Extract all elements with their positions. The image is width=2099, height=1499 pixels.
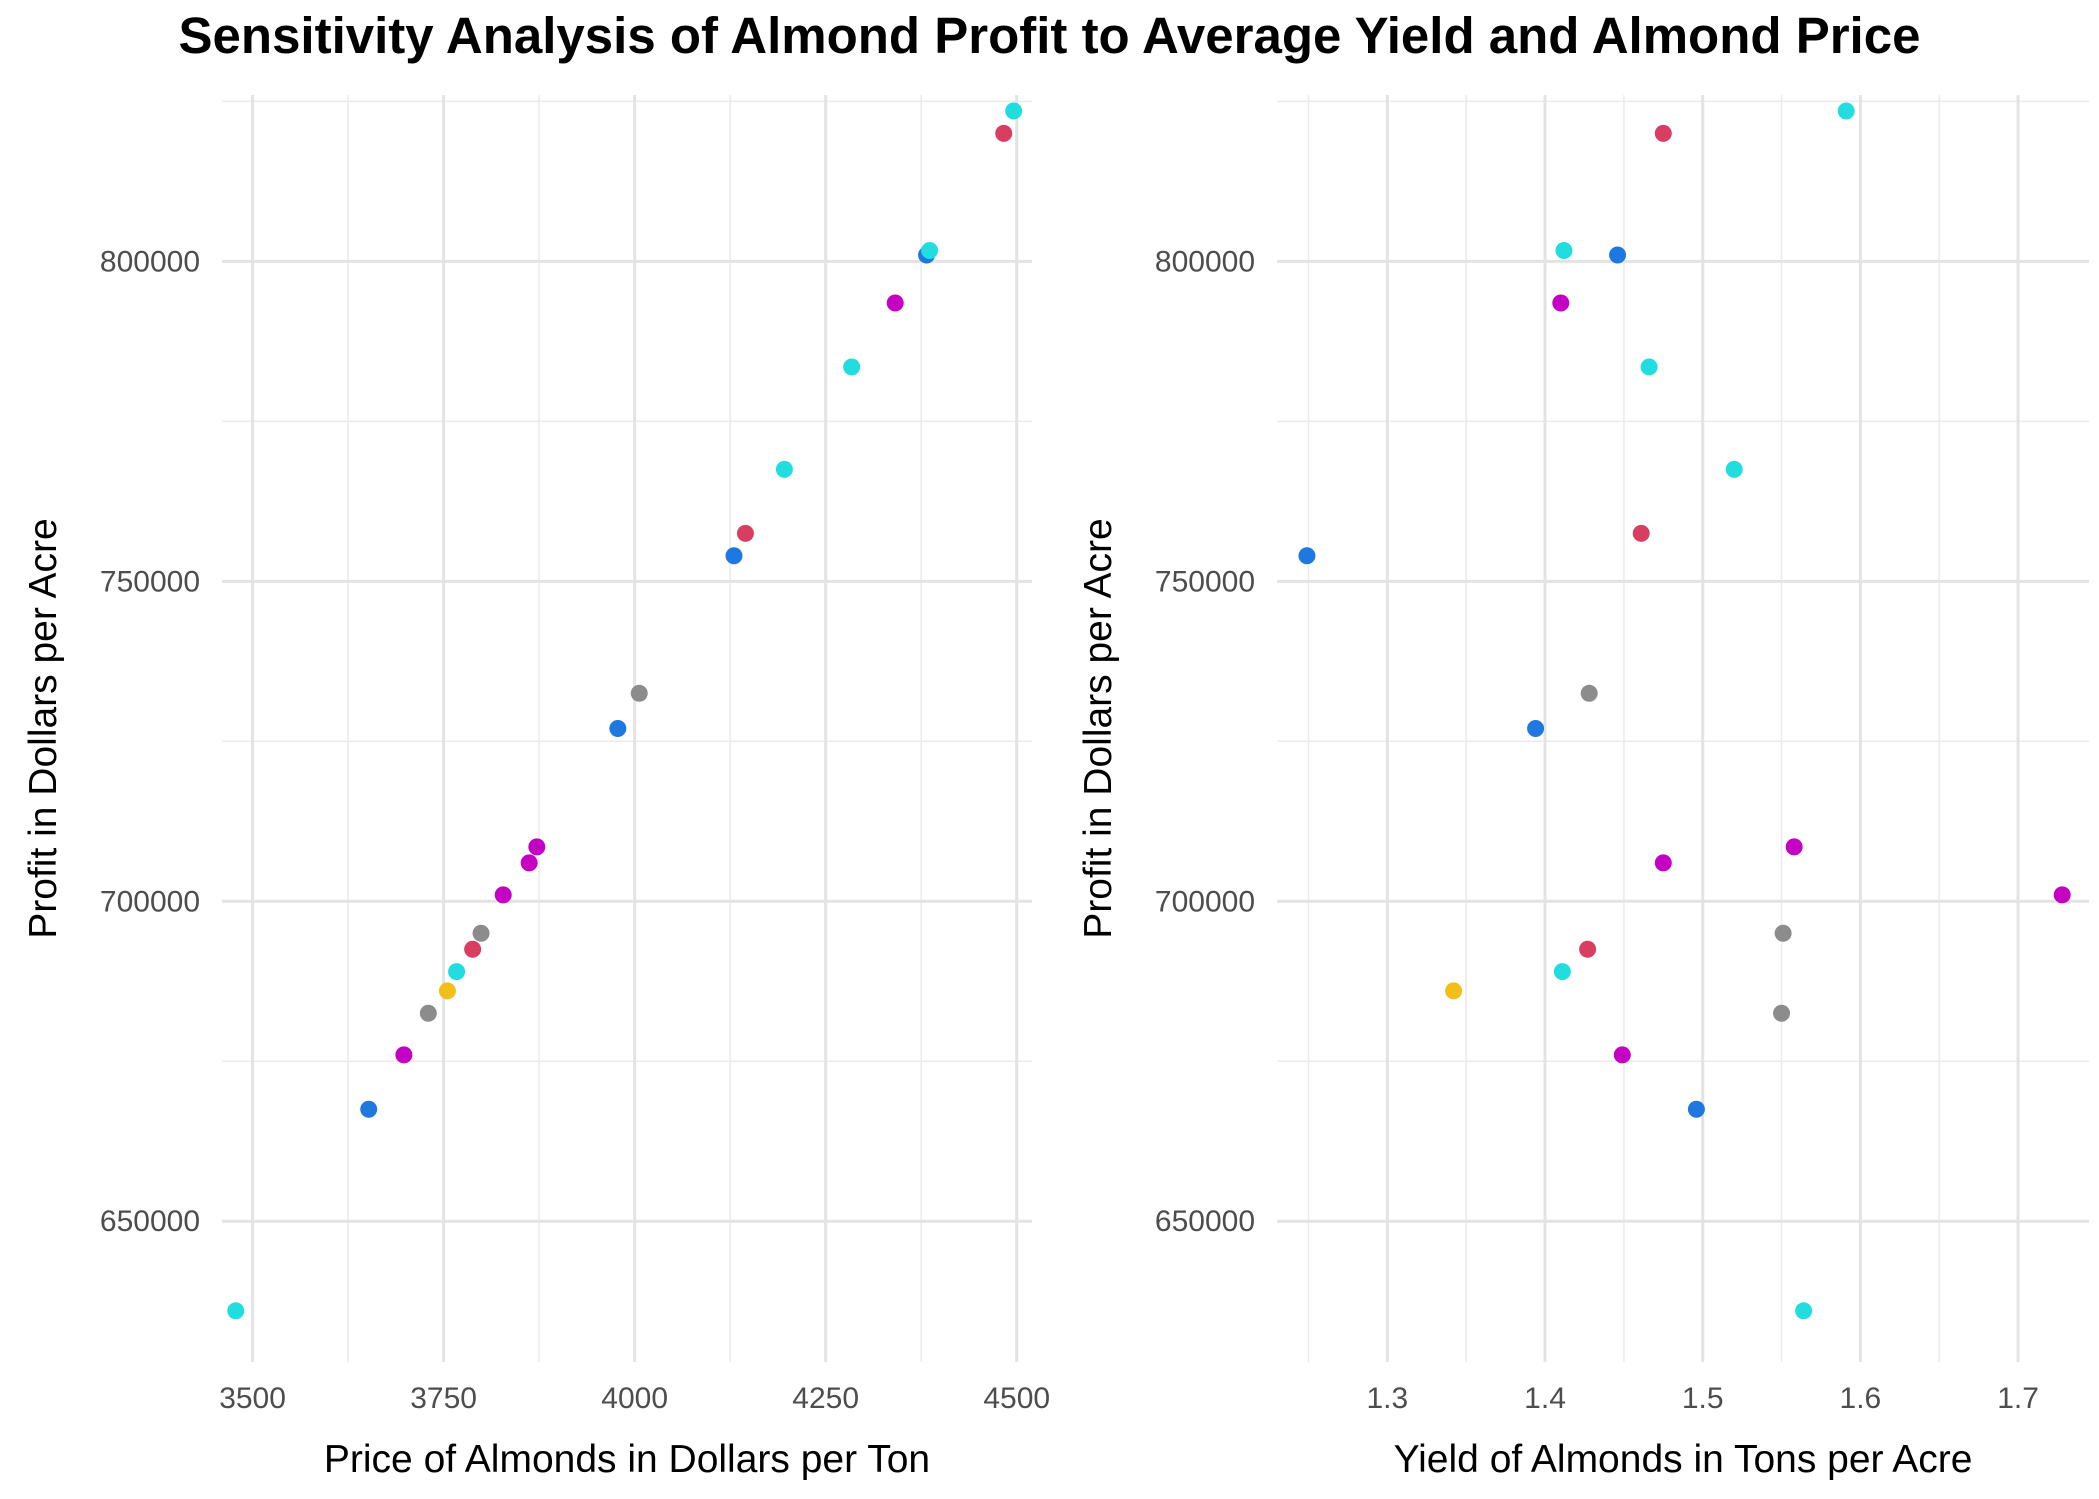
data-point	[448, 963, 466, 981]
x-axis-title: Yield of Almonds in Tons per Acre	[1394, 1438, 1973, 1481]
data-point	[1613, 1046, 1631, 1064]
x-tick-label: 1.5	[1682, 1382, 1724, 1415]
panel-right: 1.3 1.4 1.5 1.6 1.7 650000 700000 750000 800000 Y…	[1077, 95, 2089, 1481]
data-point	[520, 854, 538, 872]
data-point	[1298, 547, 1316, 565]
data-point	[775, 460, 793, 478]
data-point	[630, 684, 648, 702]
data-point	[1795, 1302, 1813, 1320]
data-point	[843, 358, 861, 376]
data-point	[1725, 460, 1743, 478]
data-point	[1632, 524, 1650, 542]
x-tick-label: 1.7	[1997, 1382, 2039, 1415]
data-point	[1555, 241, 1573, 259]
data-point	[395, 1046, 413, 1064]
data-point	[1580, 684, 1598, 702]
data-point	[1553, 963, 1571, 981]
y-tick-label: 650000	[100, 1205, 200, 1238]
x-tick-label: 1.6	[1840, 1382, 1882, 1415]
data-point	[438, 982, 456, 1000]
data-point	[1552, 294, 1570, 312]
data-point	[736, 524, 754, 542]
data-point	[1640, 358, 1658, 376]
data-point	[1773, 1004, 1791, 1022]
data-point	[528, 838, 546, 856]
y-tick-label: 700000	[100, 885, 200, 918]
y-tick-label: 800000	[1155, 245, 1255, 278]
data-point	[494, 886, 512, 904]
x-tick-label: 4000	[601, 1382, 668, 1415]
data-point	[609, 720, 627, 737]
y-axis-title: Profit in Dollars per Acre	[1077, 518, 1120, 939]
data-point	[1445, 982, 1463, 1000]
data-point	[1837, 102, 1855, 120]
x-tick-label: 3750	[410, 1382, 477, 1415]
data-point	[419, 1004, 437, 1022]
data-point	[921, 241, 939, 259]
x-tick-label: 1.3	[1367, 1382, 1409, 1415]
figure-title: Sensitivity Analysis of Almond Profit to…	[178, 7, 1921, 64]
data-point	[1785, 838, 1803, 856]
y-tick-label: 750000	[100, 565, 200, 598]
y-tick-label: 650000	[1155, 1205, 1255, 1238]
data-point	[227, 1302, 245, 1320]
data-point	[1774, 924, 1792, 942]
data-point	[2053, 886, 2071, 904]
data-point	[1654, 124, 1672, 142]
data-point	[886, 294, 904, 312]
x-axis-title: Price of Almonds in Dollars per Ton	[324, 1438, 930, 1481]
data-point	[1654, 854, 1672, 872]
data-point	[1579, 940, 1597, 958]
data-point	[1609, 246, 1627, 264]
data-point	[1005, 102, 1023, 120]
x-tick-label: 4500	[983, 1382, 1050, 1415]
y-tick-label: 750000	[1155, 565, 1255, 598]
data-point	[995, 124, 1013, 142]
x-tick-label: 1.4	[1524, 1382, 1566, 1415]
data-point	[472, 924, 490, 942]
data-point	[360, 1100, 378, 1118]
data-point	[725, 547, 743, 565]
y-axis-title: Profit in Dollars per Acre	[22, 518, 65, 939]
x-tick-label: 4250	[792, 1382, 859, 1415]
panel-left: 3500 3750 4000 4250 4500 650000 700000 750000 80…	[22, 95, 1050, 1481]
y-tick-label: 700000	[1155, 885, 1255, 918]
y-tick-label: 800000	[100, 245, 200, 278]
data-point	[1527, 720, 1545, 737]
data-point	[464, 940, 482, 958]
x-tick-label: 3500	[219, 1382, 286, 1415]
data-point	[1687, 1100, 1705, 1118]
